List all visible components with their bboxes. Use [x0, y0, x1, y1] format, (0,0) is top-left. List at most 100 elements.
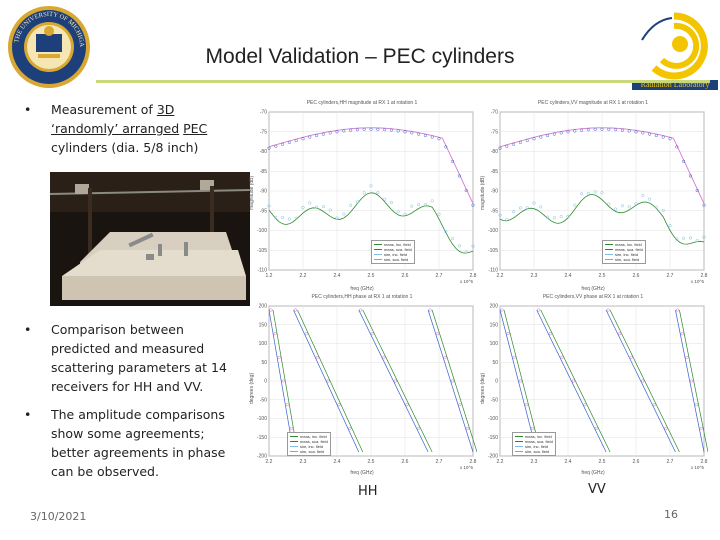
bullet-dot: •	[24, 102, 32, 117]
data-point-sim-sca	[505, 217, 509, 222]
data-point-meas-inc	[614, 128, 618, 132]
data-point-sim-sca	[436, 332, 440, 336]
series-line-sim	[358, 309, 429, 453]
lab-name-bar: Radiation Laboratory	[632, 80, 718, 90]
x-tick-label: 2.5	[599, 459, 606, 465]
legend-label: meas, inc. field	[384, 242, 411, 247]
series-line-sim	[675, 309, 705, 453]
x-tick-label: 2.6	[402, 459, 409, 465]
data-point-sim-sca	[458, 403, 462, 407]
legend-swatch	[605, 254, 613, 256]
bullet-text-part: ‘randomly’ arranged	[51, 121, 180, 136]
plot-vv-magnitude: PEC cylinders,VV magnitude at RX 1 at ro…	[478, 100, 708, 292]
x-axis-label: freq (GHz)	[581, 470, 605, 476]
y-tick-label: -100	[257, 416, 267, 422]
bullet-text-part: 3D	[156, 102, 175, 117]
plot-legend: meas, inc. field meas, sca. field sim, inc…	[287, 432, 331, 456]
data-point-sim-sca	[457, 244, 461, 248]
data-point-sim-sca	[606, 308, 610, 312]
data-point-sim-sca	[410, 204, 414, 208]
x-axis-label: freq (GHz)	[350, 470, 374, 476]
x-tick-label: 2.7	[667, 459, 674, 465]
y-tick-label: -75	[260, 129, 267, 135]
data-point-meas-inc	[668, 137, 672, 141]
x-tick-label: 2.8	[701, 273, 708, 279]
x-tick-label: 2.4	[565, 459, 572, 465]
legend-entry: sim, sca. field	[605, 257, 643, 262]
data-point-sim-sca	[403, 212, 407, 216]
x-tick-label: 2.5	[368, 273, 375, 279]
data-point-sim-sca	[355, 200, 359, 204]
data-point-sim-sca	[437, 212, 441, 216]
data-point-meas-inc	[593, 127, 597, 131]
legend-swatch	[290, 441, 298, 443]
legend-swatch	[374, 254, 382, 256]
legend-label: meas, inc. field	[615, 242, 642, 247]
series-line-meas	[431, 309, 477, 453]
data-point-meas-inc	[464, 188, 468, 193]
bullet-text-part: cylinders (dia. 5/8 inch)	[51, 140, 199, 155]
data-point-sim-sca	[465, 426, 470, 430]
y-axis-label: magnitude (dB)	[249, 175, 255, 210]
data-point-meas-inc	[600, 127, 604, 131]
data-point-meas-inc	[641, 131, 645, 135]
data-point-meas-inc	[403, 130, 407, 134]
data-point-sim-sca	[423, 202, 427, 207]
data-point-meas-inc	[498, 146, 502, 150]
data-point-meas-inc	[648, 132, 652, 136]
y-tick-label: 150	[259, 322, 268, 328]
legend-entry: meas, sca. field	[290, 439, 328, 444]
x-tick-label: 2.6	[402, 273, 409, 279]
data-point-meas-inc	[525, 138, 529, 143]
data-point-sim-sca	[675, 237, 679, 241]
y-tick-label: 50	[492, 360, 498, 366]
x-tick-label: 2.5	[368, 459, 375, 465]
slide-date: 3/10/2021	[30, 510, 87, 523]
bullet-text-part: Measurement of	[51, 102, 157, 117]
slide-title: Model Validation – PEC cylinders	[205, 45, 515, 68]
x-tick-label: 2.3	[300, 459, 307, 465]
x-tick-label: 2.2	[497, 273, 504, 279]
data-point-meas-inc	[301, 137, 305, 141]
bullet-text-part: PEC	[183, 121, 208, 136]
plot-legend: meas, inc. field meas, sca. field sim, inc…	[371, 240, 415, 264]
legend-swatch	[605, 249, 613, 251]
series-line-meas-sca	[268, 192, 474, 254]
data-point-sim-sca	[393, 379, 397, 383]
data-point-meas-inc	[321, 132, 325, 136]
x-tick-label: 2.6	[633, 459, 640, 465]
plot-title: PEC cylinders,HH magnitude at RX 1 at ro…	[306, 100, 418, 106]
data-point-meas-inc	[627, 129, 631, 133]
x-tick-label: 2.5	[599, 273, 606, 279]
data-point-sim-sca	[573, 203, 577, 207]
data-point-meas-inc	[444, 145, 448, 149]
y-tick-label: -150	[257, 435, 267, 441]
data-point-meas-inc	[369, 127, 373, 131]
data-point-sim-sca	[349, 203, 353, 207]
x-tick-label: 2.8	[701, 459, 708, 465]
data-point-sim-sca	[668, 224, 672, 228]
data-point-meas-inc	[661, 135, 665, 139]
data-point-meas-inc	[437, 137, 441, 141]
y-tick-label: 0	[495, 379, 498, 385]
data-point-meas-inc	[620, 128, 624, 132]
data-point-sim-sca	[362, 191, 366, 195]
data-point-sim-sca	[559, 215, 563, 219]
data-point-sim-sca	[281, 216, 285, 220]
data-point-sim-sca	[688, 236, 692, 240]
data-point-sim-sca	[500, 308, 504, 312]
legend-entry: sim, inc. field	[290, 444, 328, 449]
legend-label: meas, sca. field	[300, 439, 328, 444]
vv-label: VV	[588, 482, 606, 497]
x-tick-label: 2.3	[531, 273, 538, 279]
data-point-sim-sca	[518, 379, 522, 383]
y-axis-label: degrees (deg)	[480, 372, 486, 404]
x-tick-label: 2.4	[334, 273, 341, 279]
data-point-sim-sca	[675, 308, 679, 312]
data-point-sim-sca	[417, 203, 421, 207]
x-axis-label: freq (GHz)	[581, 286, 605, 292]
data-point-sim-sca	[641, 193, 645, 197]
plot-hh-phase: PEC cylinders,HH phase at RX 1 at rotati…	[247, 294, 477, 476]
data-point-sim-sca	[532, 201, 536, 205]
